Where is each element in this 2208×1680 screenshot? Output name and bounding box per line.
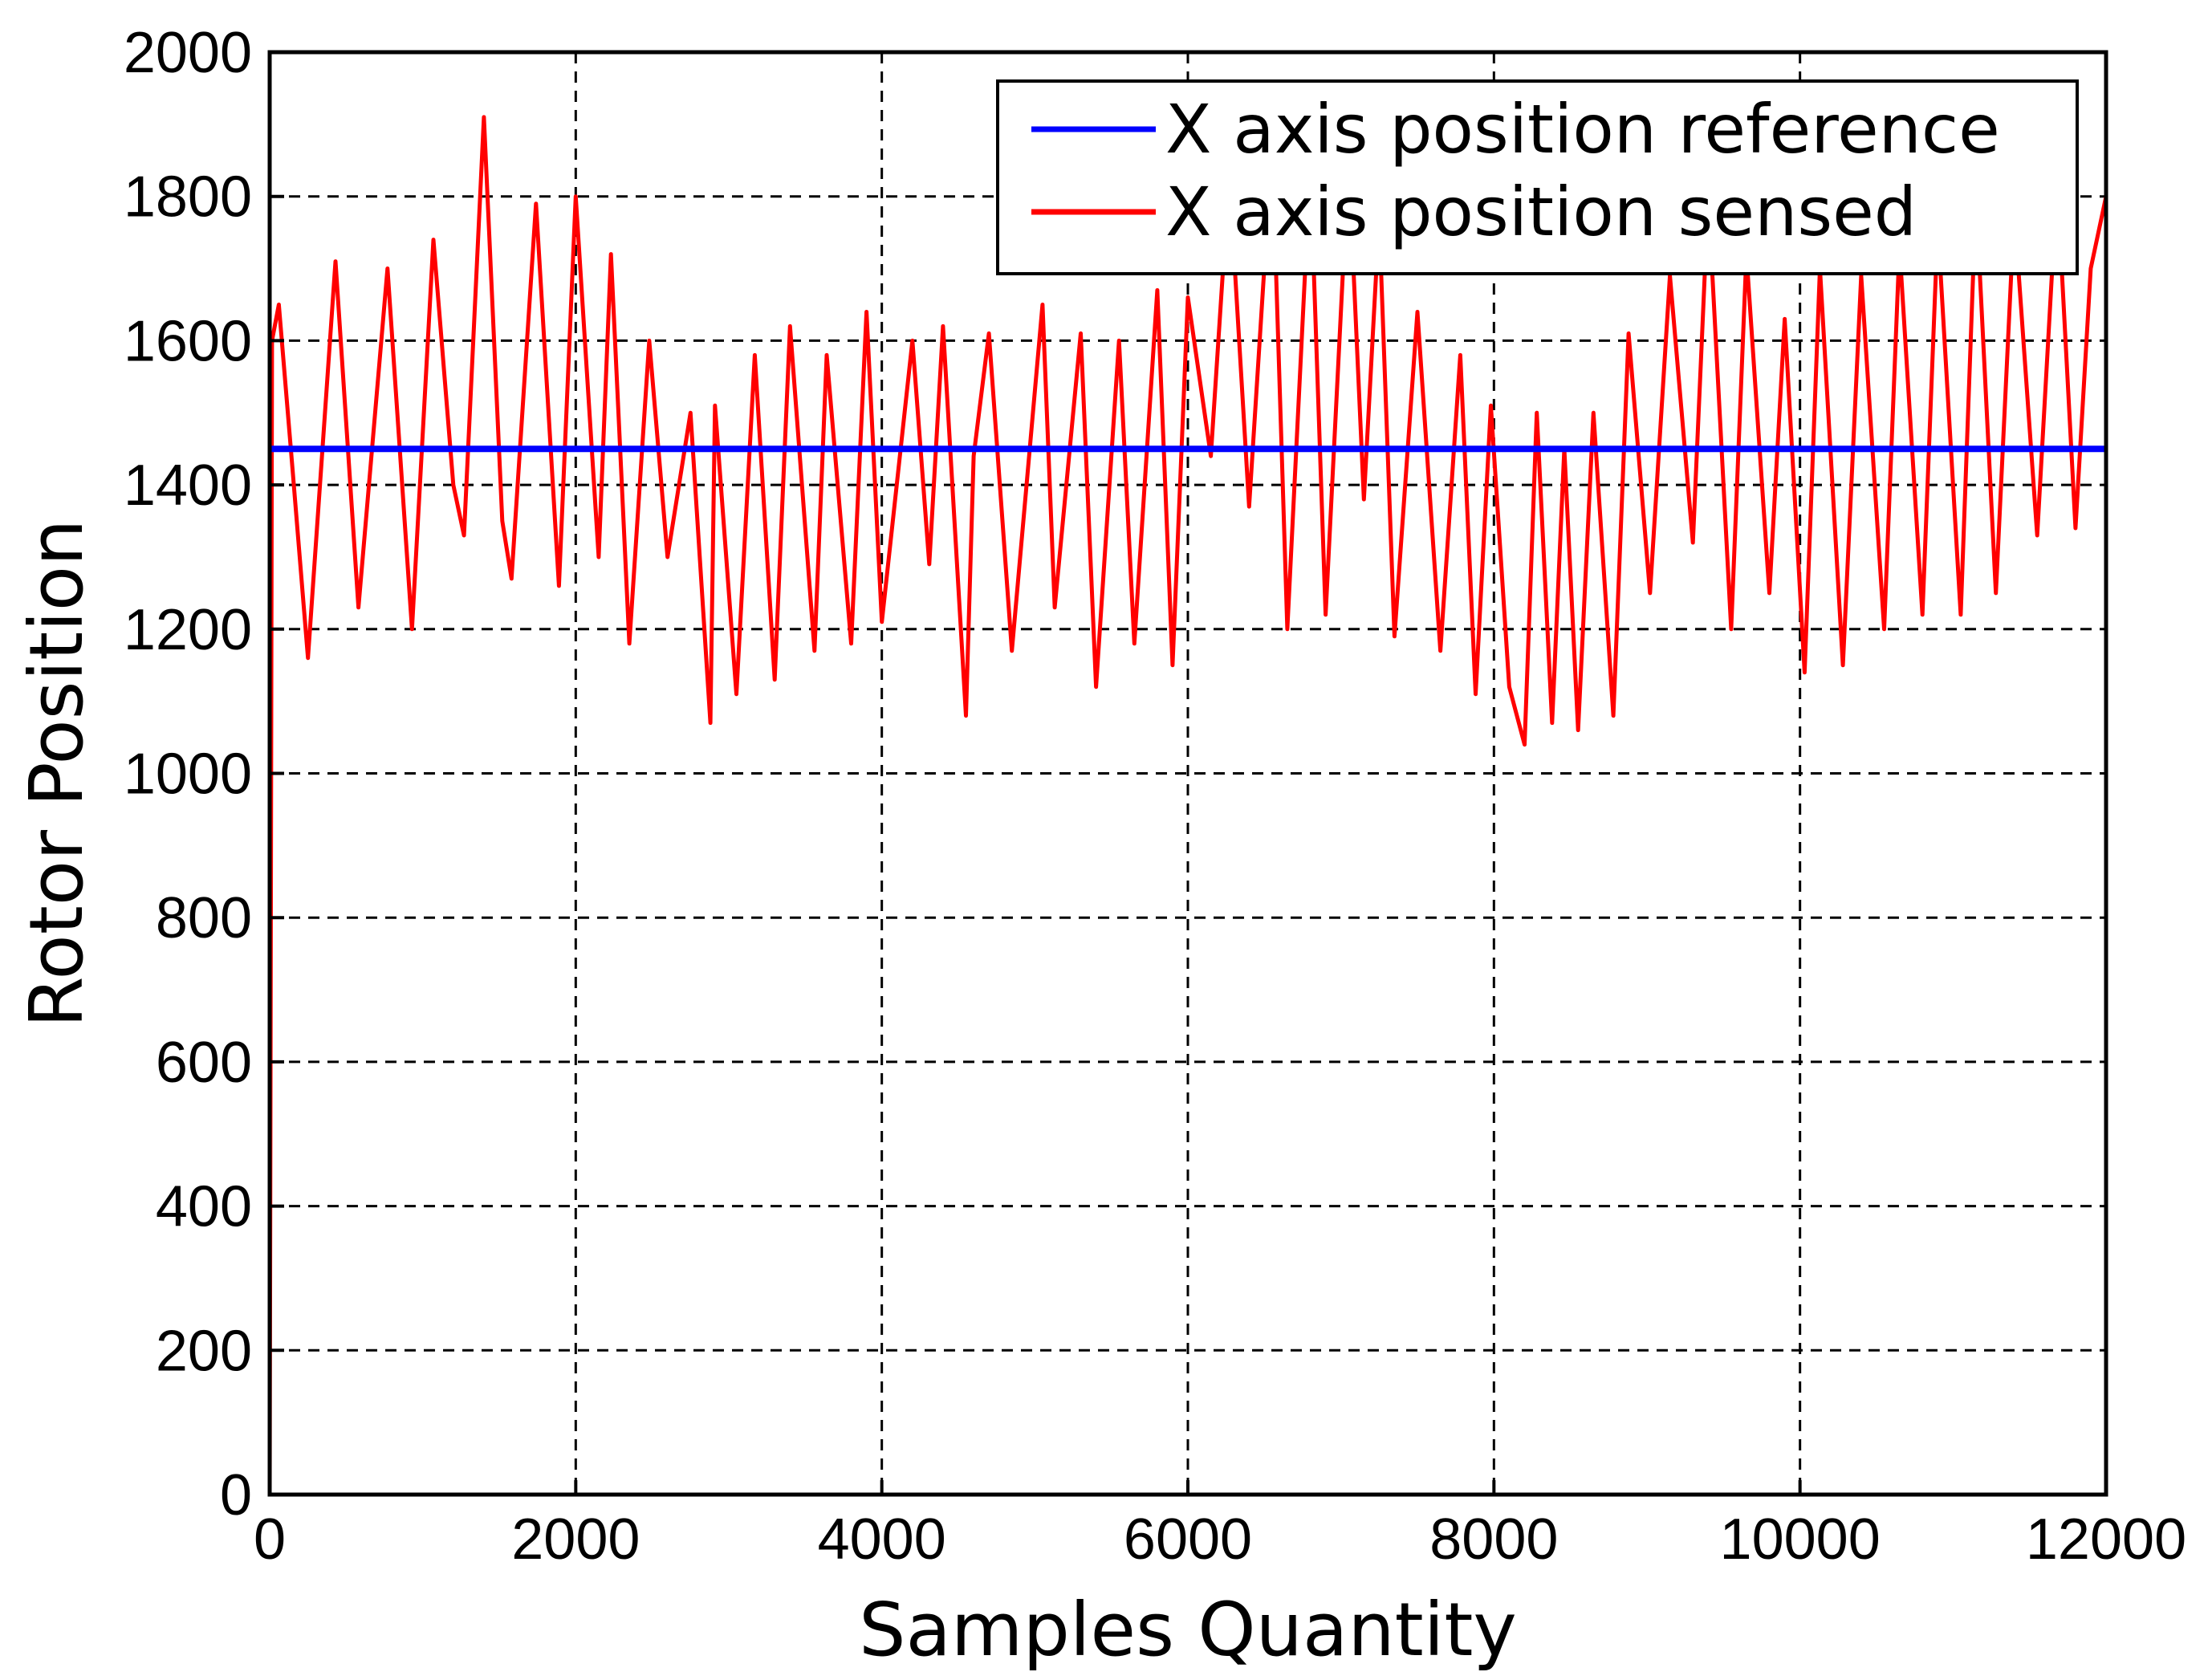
y-tick-label: 1400 <box>124 454 252 518</box>
y-tick-label: 1800 <box>124 165 252 230</box>
x-tick-label: 6000 <box>1124 1507 1252 1572</box>
y-tick-label: 800 <box>156 886 252 950</box>
legend-box <box>996 79 2079 275</box>
y-axis-label: Rotor Position <box>14 519 100 1028</box>
legend-label-sensed: X axis position sensed <box>1165 173 1917 251</box>
y-tick-label: 0 <box>220 1463 252 1527</box>
series-line-sensed <box>267 115 2108 1495</box>
legend-label-reference: X axis position reference <box>1165 90 2000 169</box>
x-tick-label: 8000 <box>1429 1507 1558 1572</box>
x-tick-label: 0 <box>254 1507 286 1572</box>
x-tick-label: 2000 <box>511 1507 640 1572</box>
x-tick-label: 4000 <box>818 1507 946 1572</box>
x-tick-labels: 0 2000 4000 6000 8000 10000 12000 <box>254 1480 2186 1572</box>
y-tick-label: 200 <box>156 1319 252 1383</box>
y-tick-label: 600 <box>156 1031 252 1095</box>
y-tick-label: 1000 <box>124 742 252 807</box>
y-tick-label: 2000 <box>124 21 252 85</box>
legend: X axis position reference X axis positio… <box>996 79 2079 275</box>
x-tick-label: 10000 <box>1720 1507 1881 1572</box>
x-tick-label: 12000 <box>2026 1507 2186 1572</box>
y-tick-labels: 0 200 400 600 800 1000 1200 1400 1600 1800 2000 <box>124 21 284 1527</box>
y-tick-label: 400 <box>156 1175 252 1239</box>
x-axis-label: Samples Quantity <box>859 1587 1517 1673</box>
y-tick-label: 1200 <box>124 598 252 662</box>
series-lines <box>267 115 2108 1495</box>
y-tick-label: 1600 <box>124 309 252 373</box>
